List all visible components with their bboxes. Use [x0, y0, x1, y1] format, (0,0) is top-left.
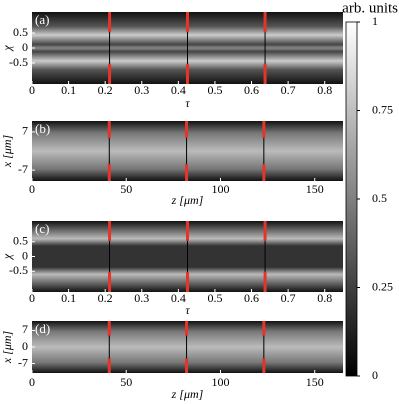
- x-tick-label: 0.5: [207, 291, 222, 305]
- y-tick-label: 0: [22, 248, 28, 262]
- x-tick-label: 0.7: [281, 291, 296, 305]
- y-tick-label: 7: [22, 322, 28, 336]
- y-tick-label: -0.5: [9, 263, 28, 277]
- x-tick-label: 0.2: [98, 83, 113, 97]
- y-tick-label: 0: [22, 40, 28, 54]
- x-tick-label: 0.8: [317, 291, 332, 305]
- x-axis-label: τ: [185, 303, 190, 317]
- y-axis-label: x [μm]: [0, 330, 14, 364]
- x-tick-label: 0.1: [61, 291, 76, 305]
- panel-label: (c): [35, 221, 49, 236]
- x-tick-label: 100: [211, 182, 229, 196]
- x-tick-label: 0.3: [134, 291, 149, 305]
- x-tick-label: 0.4: [171, 83, 186, 97]
- y-tick-label: 0: [22, 339, 28, 353]
- panel-label: (a): [35, 12, 49, 27]
- x-tick-label: 0: [29, 375, 35, 389]
- y-tick-label: -0.5: [9, 55, 28, 69]
- colorbar-tick-label: 0.25: [372, 279, 393, 293]
- y-axis-label: χ: [0, 45, 14, 52]
- x-axis-label: τ: [185, 96, 190, 110]
- y-tick-label: 0.5: [13, 233, 28, 247]
- y-tick-label: 7: [22, 124, 28, 138]
- panel-label: (b): [35, 121, 50, 136]
- x-axis-label: z [μm]: [171, 193, 204, 207]
- x-tick-label: 0.8: [317, 83, 332, 97]
- x-tick-label: 0.2: [98, 291, 113, 305]
- x-tick-label: 50: [120, 182, 132, 196]
- x-tick-label: 100: [211, 375, 229, 389]
- colorbar-tick-label: 0.5: [372, 191, 387, 205]
- colorbar-title: arb. units: [342, 0, 398, 16]
- x-tick-label: 0: [29, 291, 35, 305]
- x-tick-label: 0.5: [207, 83, 222, 97]
- x-tick-label: 0: [29, 83, 35, 97]
- x-tick-label: 0.4: [171, 291, 186, 305]
- x-tick-label: 150: [306, 182, 324, 196]
- x-tick-label: 0.1: [61, 83, 76, 97]
- x-axis-label: z [μm]: [171, 387, 204, 401]
- y-tick-label: -7: [18, 162, 28, 176]
- x-tick-label: 0.3: [134, 83, 149, 97]
- x-tick-label: 150: [306, 375, 324, 389]
- y-axis-label: χ: [0, 253, 14, 260]
- y-axis-label: x [μm]: [0, 134, 14, 168]
- x-tick-label: 0.7: [281, 83, 296, 97]
- colorbar-tick-label: 1: [372, 14, 378, 28]
- y-tick-label: 0.5: [13, 25, 28, 39]
- x-tick-label: 50: [120, 375, 132, 389]
- colorbar: [345, 21, 358, 377]
- x-tick-label: 0: [29, 182, 35, 196]
- panel-label: (d): [35, 321, 50, 336]
- x-tick-label: 0.6: [244, 83, 259, 97]
- colorbar-tick-label: 0.75: [372, 102, 393, 116]
- x-tick-label: 0.6: [244, 291, 259, 305]
- y-tick-label: -7: [18, 355, 28, 369]
- colorbar-tick-label: 0: [372, 368, 378, 382]
